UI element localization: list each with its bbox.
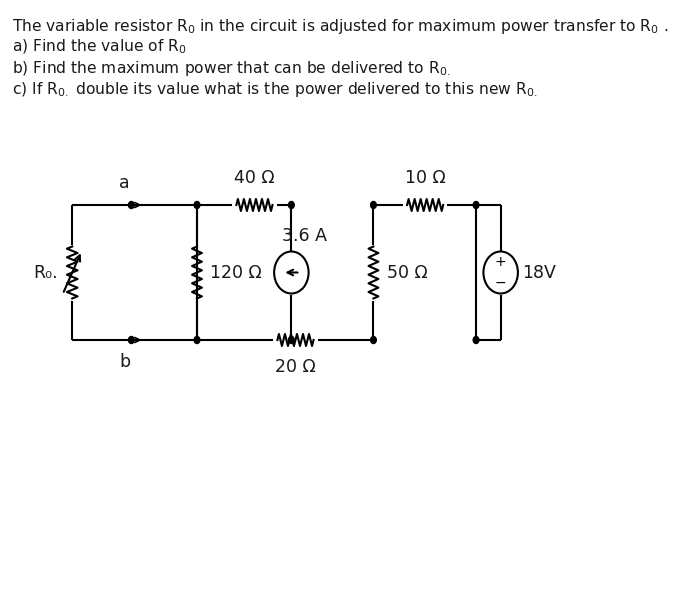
Text: 20 Ω: 20 Ω [275,358,316,376]
Circle shape [370,337,377,343]
Text: −: − [495,275,507,290]
Text: The variable resistor R$_{0}$ in the circuit is adjusted for maximum power trans: The variable resistor R$_{0}$ in the cir… [13,17,668,36]
Text: 50 Ω: 50 Ω [386,264,427,281]
Circle shape [473,202,479,208]
Circle shape [473,337,479,343]
Text: 3.6 A: 3.6 A [281,227,326,245]
Text: R₀.: R₀. [33,264,57,281]
Text: 10 Ω: 10 Ω [405,169,445,187]
Text: a) Find the value of R$_{0}$: a) Find the value of R$_{0}$ [13,38,188,57]
Circle shape [288,202,294,208]
Text: c) If R$_{0.}$ double its value what is the power delivered to this new R$_{0.}$: c) If R$_{0.}$ double its value what is … [13,80,538,99]
Text: 120 Ω: 120 Ω [210,264,262,281]
Circle shape [128,202,134,208]
Circle shape [288,337,294,343]
Circle shape [194,337,200,343]
Text: +: + [495,255,507,270]
Circle shape [370,202,377,208]
Circle shape [194,202,200,208]
Text: 18V: 18V [522,264,556,281]
Text: b: b [119,353,130,371]
Circle shape [128,337,134,343]
Text: a: a [120,174,130,192]
Text: b) Find the maximum power that can be delivered to R$_{0.}$: b) Find the maximum power that can be de… [13,59,451,78]
Text: 40 Ω: 40 Ω [234,169,274,187]
